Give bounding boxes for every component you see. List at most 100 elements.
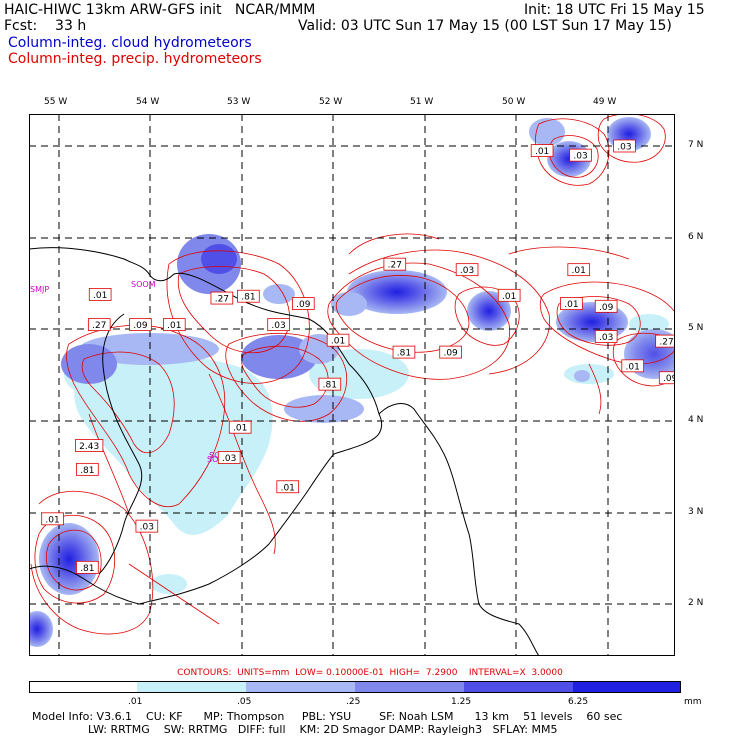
- svg-text:.01: .01: [564, 300, 578, 310]
- contour-value-label: .01: [228, 420, 252, 434]
- color-legend: [29, 681, 681, 693]
- coastline: [29, 247, 540, 656]
- svg-text:.09: .09: [296, 300, 311, 310]
- contour-value-label: .01: [41, 512, 64, 525]
- contour-value-label: .09: [594, 299, 618, 313]
- station-label: SOOM: [131, 280, 156, 289]
- contour-value-label: .03: [594, 330, 618, 343]
- field-label-precip: Column-integ. precip. hydrometeors: [8, 51, 262, 67]
- svg-text:.01: .01: [93, 291, 107, 301]
- contour-value-label: .09: [129, 318, 152, 331]
- svg-text:.27: .27: [215, 295, 229, 305]
- lon-label: 51 W: [410, 97, 434, 107]
- lon-label: 52 W: [319, 97, 343, 107]
- svg-text:.27: .27: [92, 321, 106, 331]
- svg-text:.81: .81: [80, 466, 94, 476]
- svg-text:.01: .01: [331, 337, 345, 347]
- legend-units: mm: [684, 697, 702, 707]
- contour-value-label: .09: [658, 371, 675, 384]
- contour-value-label: .09: [439, 345, 462, 359]
- svg-text:.03: .03: [599, 333, 613, 343]
- svg-text:.03: .03: [140, 523, 154, 533]
- svg-text:.01: .01: [167, 321, 181, 331]
- contour-value-label: .01: [560, 297, 583, 310]
- contour-value-label: .81: [237, 289, 260, 303]
- legend-swatch: [573, 681, 681, 693]
- contour-value-label: .27: [87, 318, 111, 331]
- lat-label: 6 N: [688, 232, 704, 242]
- contour-value-label: .03: [267, 318, 290, 331]
- model-title: HAIC-HIWC 13km ARW-GFS init NCAR/MMM: [4, 2, 316, 18]
- contour-value-label: .01: [276, 480, 300, 493]
- contour-labels: .01 .27 .09 .01 .27 .81 .03 .09 .01 .81 .01 .01 .03.…: [41, 139, 675, 574]
- legend-tick: .25: [346, 697, 361, 707]
- svg-text:.81: .81: [397, 349, 411, 359]
- valid-time: Valid: 03 UTC Sun 17 May 15 (00 LST Sun …: [298, 18, 672, 34]
- lon-label: 53 W: [227, 97, 251, 107]
- svg-text:.81: .81: [241, 293, 255, 303]
- svg-text:.03: .03: [271, 321, 285, 331]
- contour-value-label: .81: [318, 377, 342, 391]
- legend-swatch: [29, 681, 137, 693]
- lon-label: 49 W: [593, 97, 617, 107]
- contour-value-label: .27: [210, 291, 234, 305]
- model-info-line1: Model Info: V3.6.1 CU: KF MP: Thompson P…: [32, 710, 623, 723]
- lat-label: 7 N: [688, 140, 704, 150]
- contour-value-label: .27: [655, 334, 675, 348]
- contour-value-label: .81: [76, 560, 99, 574]
- svg-text:.01: .01: [535, 147, 549, 157]
- svg-text:.09: .09: [663, 374, 675, 384]
- map-plot: SMJP SOCA SOOM SOCS .01.27.09.01.27.81.0…: [29, 114, 675, 656]
- legend-swatch: [137, 681, 246, 693]
- lon-label: 55 W: [44, 97, 68, 107]
- cloud-moderate-shading: [29, 117, 675, 647]
- contour-value-label: .03: [569, 148, 592, 162]
- model-info-line2: LW: RRTMG SW: RRTMG DIFF: full KM: 2D Sm…: [32, 723, 558, 736]
- svg-text:.27: .27: [388, 261, 402, 271]
- contours-info: CONTOURS: UNITS=mm LOW= 0.10000E-01 HIGH…: [177, 668, 563, 678]
- svg-text:.81: .81: [80, 564, 94, 574]
- svg-text:.01: .01: [572, 266, 586, 276]
- svg-text:.03: .03: [573, 152, 587, 162]
- precip-contours: [30, 114, 675, 635]
- field-label-cloud: Column-integ. cloud hydrometeors: [8, 35, 252, 51]
- svg-text:.01: .01: [233, 424, 247, 434]
- station-label: SMJP: [30, 285, 49, 294]
- lat-label: 4 N: [688, 415, 704, 425]
- contour-value-label: .01: [621, 359, 645, 372]
- svg-text:.09: .09: [599, 303, 614, 313]
- contour-value-label: .03: [613, 139, 636, 153]
- legend-swatch: [246, 681, 355, 693]
- contour-value-label: .03: [217, 451, 241, 464]
- svg-text:.03: .03: [222, 454, 236, 464]
- contour-value-label: .03: [455, 263, 479, 276]
- contour-value-label: .81: [392, 345, 416, 359]
- svg-text:.01: .01: [281, 483, 295, 493]
- svg-text:2.43: 2.43: [79, 442, 99, 452]
- init-time: Init: 18 UTC Fri 15 May 15: [524, 2, 705, 18]
- lon-label: 54 W: [136, 97, 160, 107]
- contour-value-label: 2.43: [75, 439, 104, 452]
- svg-text:.09: .09: [133, 321, 148, 331]
- svg-text:.01: .01: [626, 362, 640, 372]
- legend-tick: .01: [128, 697, 143, 707]
- contour-value-label: .01: [497, 288, 521, 302]
- forecast-hour: Fcst: 33 h: [4, 18, 87, 34]
- svg-text:.27: .27: [659, 338, 673, 348]
- contour-value-label: .03: [135, 519, 159, 533]
- lat-label: 2 N: [688, 598, 704, 608]
- svg-text:.09: .09: [443, 349, 458, 359]
- contour-value-label: .01: [326, 333, 350, 347]
- legend-tick: 6.25: [568, 697, 589, 707]
- svg-text:.03: .03: [617, 143, 631, 153]
- contour-value-label: .01: [530, 144, 554, 157]
- contour-value-label: .01: [567, 263, 591, 276]
- svg-text:.01: .01: [45, 515, 59, 525]
- legend-tick: .05: [237, 697, 252, 707]
- legend-swatch: [464, 681, 573, 693]
- lat-label: 3 N: [688, 507, 704, 517]
- lon-label: 50 W: [502, 97, 526, 107]
- contour-value-label: .09: [292, 297, 315, 310]
- map-frame: [29, 114, 675, 656]
- legend-tick: 1.25: [451, 697, 472, 707]
